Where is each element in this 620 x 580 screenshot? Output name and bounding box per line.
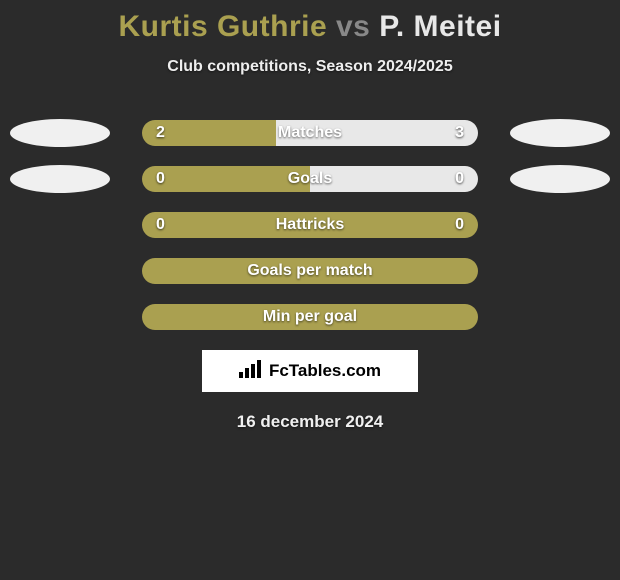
stat-value-right: 3: [455, 120, 464, 146]
stat-bar-left-fill: [142, 258, 478, 284]
stat-bar-right-fill: [310, 166, 478, 192]
stat-row: 23Matches: [0, 120, 620, 146]
stat-row: 00Goals: [0, 166, 620, 192]
player2-marker: [510, 119, 610, 147]
player2-name: P. Meitei: [379, 10, 501, 43]
bar-chart-icon: [239, 360, 265, 383]
stat-value-right: 0: [455, 166, 464, 192]
stat-bar: Goals per match: [142, 258, 478, 284]
attribution-badge: FcTables.com: [202, 350, 418, 392]
stat-bar: 00Hattricks: [142, 212, 478, 238]
comparison-title: Kurtis Guthrie vs P. Meitei: [0, 0, 620, 44]
stat-bar-right-fill: [276, 120, 478, 146]
stat-row: Goals per match: [0, 258, 620, 284]
player1-name: Kurtis Guthrie: [118, 10, 327, 43]
stat-rows-container: 23Matches00Goals00HattricksGoals per mat…: [0, 120, 620, 330]
subtitle: Club competitions, Season 2024/2025: [0, 58, 620, 76]
stat-bar: 23Matches: [142, 120, 478, 146]
player1-marker: [10, 165, 110, 193]
stat-row: 00Hattricks: [0, 212, 620, 238]
snapshot-date: 16 december 2024: [0, 412, 620, 432]
player1-marker: [10, 119, 110, 147]
stat-bar-left-fill: [142, 166, 310, 192]
stat-value-left: 0: [156, 166, 165, 192]
stat-value-right: 0: [455, 212, 464, 238]
stat-value-left: 0: [156, 212, 165, 238]
vs-separator: vs: [336, 10, 370, 43]
attribution-text: FcTables.com: [269, 361, 381, 381]
stat-bar-left-fill: [142, 212, 478, 238]
stat-row: Min per goal: [0, 304, 620, 330]
stat-bar: Min per goal: [142, 304, 478, 330]
stat-value-left: 2: [156, 120, 165, 146]
stat-bar-left-fill: [142, 304, 478, 330]
stat-bar: 00Goals: [142, 166, 478, 192]
player2-marker: [510, 165, 610, 193]
